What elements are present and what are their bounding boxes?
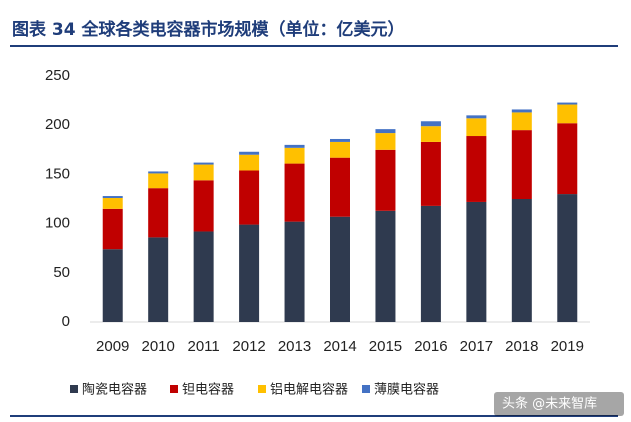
bar-segment xyxy=(193,231,214,322)
bar-segment xyxy=(511,109,532,113)
watermark: 头条 @未来智库 xyxy=(502,396,597,412)
legend-label: 钽电容器 xyxy=(182,382,234,398)
bar-segment xyxy=(511,112,532,131)
bar-segment xyxy=(375,149,396,211)
bar-segment xyxy=(466,136,487,202)
legend-label: 铝电解电容器 xyxy=(270,382,348,398)
watermark-bg xyxy=(494,392,624,416)
x-tick-label: 2009 xyxy=(96,338,129,355)
y-tick-label: 50 xyxy=(53,264,70,281)
bar-segment xyxy=(420,126,441,142)
bar-segment xyxy=(375,133,396,150)
y-tick-label: 100 xyxy=(45,215,70,232)
bar-segment xyxy=(148,188,169,238)
x-tick-label: 2015 xyxy=(369,338,402,355)
x-tick-label: 2019 xyxy=(551,338,584,355)
bar-segment xyxy=(511,130,532,199)
bar-segment xyxy=(102,198,123,209)
legend-swatch xyxy=(170,385,178,393)
bar-segment xyxy=(148,171,169,174)
legend-swatch xyxy=(258,385,266,393)
y-tick-label: 0 xyxy=(62,313,70,330)
x-tick-label: 2012 xyxy=(232,338,265,355)
bar-segment xyxy=(148,237,169,322)
bar-segment xyxy=(420,121,441,127)
bar-segment xyxy=(239,170,260,225)
bar-segment xyxy=(239,151,260,155)
x-tick-label: 2010 xyxy=(141,338,174,355)
x-tick-label: 2014 xyxy=(323,338,356,355)
bar-segment xyxy=(102,249,123,322)
bar-segment xyxy=(330,141,350,158)
bar-segment xyxy=(557,123,578,195)
bar-segment xyxy=(239,154,260,171)
legend-swatch xyxy=(362,385,370,393)
bar-segment xyxy=(284,144,305,148)
bar-segment xyxy=(330,216,350,322)
x-tick-label: 2011 xyxy=(188,338,220,355)
legend-label: 薄膜电容器 xyxy=(374,382,439,398)
bar-segment xyxy=(557,104,578,124)
legend-swatch xyxy=(70,385,78,393)
y-tick-label: 150 xyxy=(45,165,70,182)
bar-segment xyxy=(239,224,260,322)
bar-segment xyxy=(102,196,123,199)
bar-segment xyxy=(557,102,578,105)
bar-segment xyxy=(330,157,350,217)
bar-segment xyxy=(284,221,305,322)
bar-segment xyxy=(420,205,441,322)
bar-segment xyxy=(284,163,305,222)
x-tick-label: 2016 xyxy=(414,338,447,355)
bar-segment xyxy=(466,118,487,137)
x-tick-label: 2017 xyxy=(460,338,493,355)
bar-segment xyxy=(557,194,578,322)
chart-title: 图表 34 全球各类电容器市场规模（单位：亿美元） xyxy=(12,19,405,40)
x-tick-label: 2018 xyxy=(505,338,538,355)
bar-segment xyxy=(330,138,350,142)
x-tick-label: 2013 xyxy=(278,338,311,355)
bar-segment xyxy=(375,129,396,134)
bar-segment xyxy=(466,115,487,119)
bar-segment xyxy=(193,162,214,165)
bar-segment xyxy=(375,210,396,322)
bar-segment xyxy=(466,201,487,322)
bar-segment xyxy=(193,180,214,232)
bar-segment xyxy=(193,164,214,181)
bar-segment xyxy=(284,147,305,164)
bar-segment xyxy=(511,199,532,322)
y-tick-label: 200 xyxy=(45,116,70,133)
bar-segment xyxy=(148,173,169,189)
bar-segment xyxy=(102,208,123,250)
y-tick-label: 250 xyxy=(45,67,70,84)
bar-segment xyxy=(420,141,441,206)
legend-label: 陶瓷电容器 xyxy=(82,382,147,398)
